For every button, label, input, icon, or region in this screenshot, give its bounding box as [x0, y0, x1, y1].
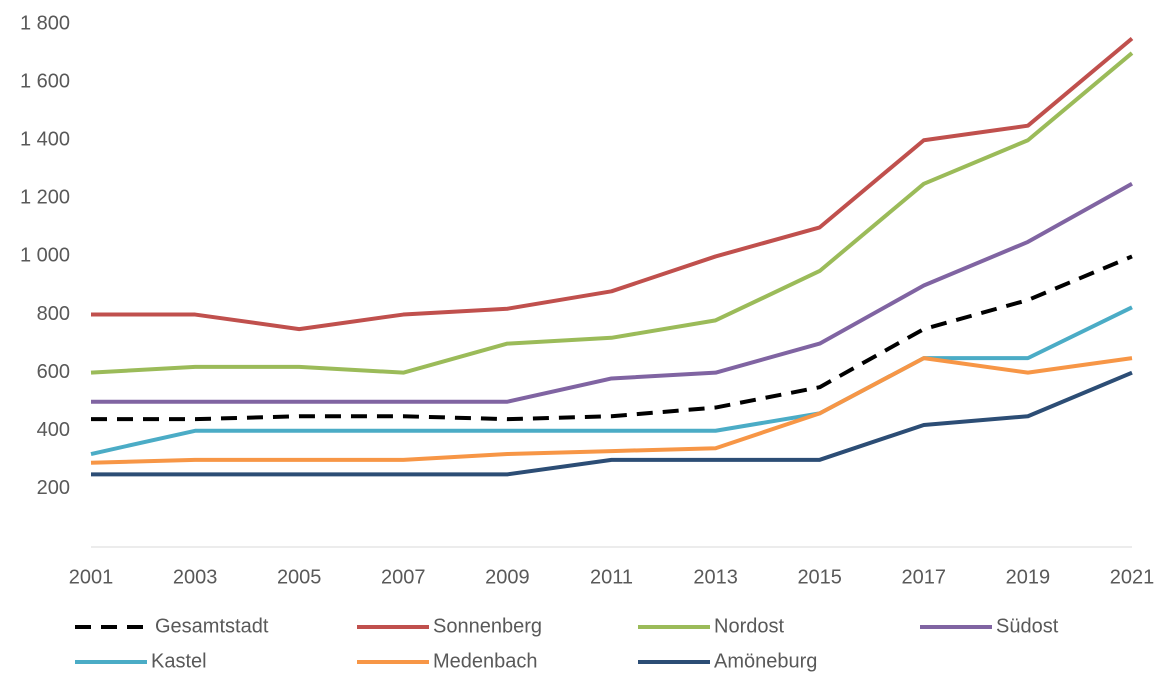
series-line	[91, 370, 1133, 477]
x-tick-label: 2011	[590, 566, 633, 588]
x-tick-label: 2005	[277, 566, 322, 588]
x-tick-label: 2009	[485, 566, 530, 588]
y-tick-label: 600	[37, 361, 70, 383]
y-tick-label: 1 000	[20, 245, 70, 267]
y-tick-label: 1 800	[20, 12, 70, 34]
legend-label: Sonnenberg	[433, 615, 542, 637]
y-tick-label: 200	[37, 477, 70, 499]
legend-label: Amöneburg	[714, 650, 817, 672]
y-tick-label: 1 400	[20, 129, 70, 151]
x-tick-label: 2017	[902, 566, 947, 588]
series-line	[90, 356, 1133, 465]
x-tick-label: 2015	[797, 566, 842, 588]
x-tick-label: 2021	[1110, 566, 1155, 588]
legend-label: Kastel	[151, 650, 207, 672]
legend-label: Südost	[996, 615, 1059, 637]
series-line	[90, 305, 1133, 456]
y-tick-label: 1 600	[20, 70, 70, 92]
x-tick-label: 2003	[173, 566, 218, 588]
y-tick-label: 1 200	[20, 187, 70, 209]
x-tick-label: 2019	[1006, 566, 1051, 588]
x-tick-label: 2001	[69, 566, 114, 588]
x-tick-label: 2013	[693, 566, 738, 588]
series-line	[90, 51, 1134, 375]
series-line	[91, 36, 1134, 332]
y-tick-label: 800	[37, 303, 70, 325]
legend-label: Nordost	[714, 615, 784, 637]
series-line	[91, 254, 1133, 422]
y-tick-label: 400	[37, 419, 70, 441]
series-line	[91, 182, 1133, 404]
legend-label: Gesamtstadt	[155, 615, 269, 637]
x-tick-label: 2007	[381, 566, 426, 588]
legend-label: Medenbach	[433, 650, 538, 672]
